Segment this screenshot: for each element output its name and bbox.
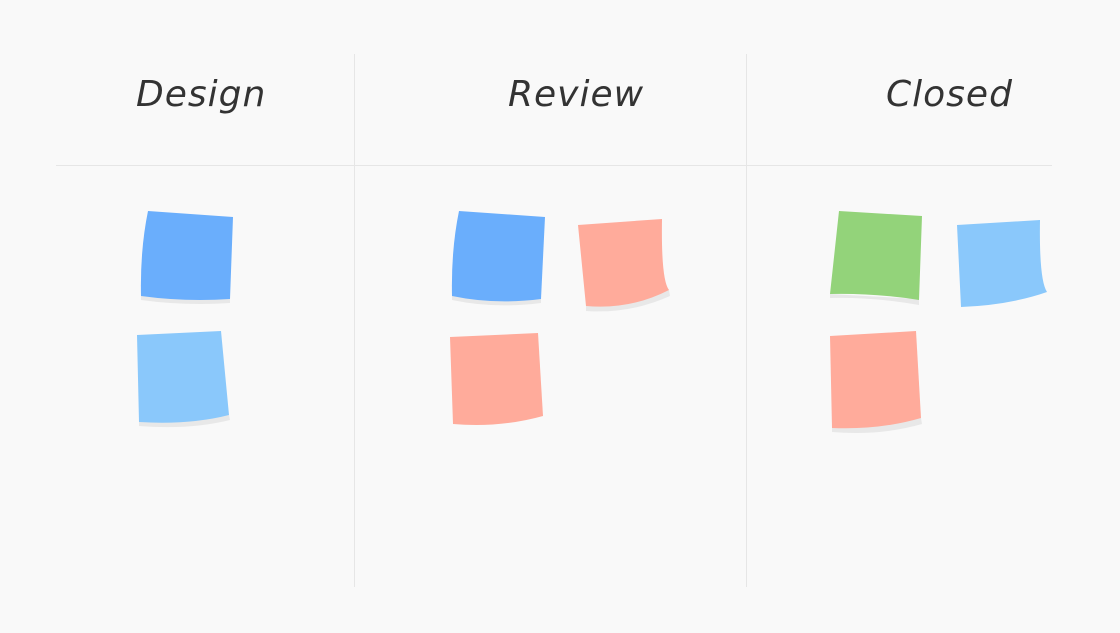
sticky-note-salmon[interactable] [450,333,543,425]
column-title-closed: Closed [886,74,1013,115]
sticky-note-salmon[interactable] [830,331,921,429]
header-divider [56,165,1052,166]
sticky-note-light-blue[interactable] [137,331,229,423]
column-divider [354,54,355,587]
sticky-note-green[interactable] [830,211,922,300]
sticky-note-light-blue[interactable] [957,220,1047,307]
column-divider [746,54,747,587]
sticky-note-blue[interactable] [451,211,545,302]
column-title-review: Review [508,74,645,115]
column-title-design: Design [136,74,267,115]
sticky-note-salmon[interactable] [578,219,669,307]
sticky-note-blue[interactable] [140,211,233,300]
